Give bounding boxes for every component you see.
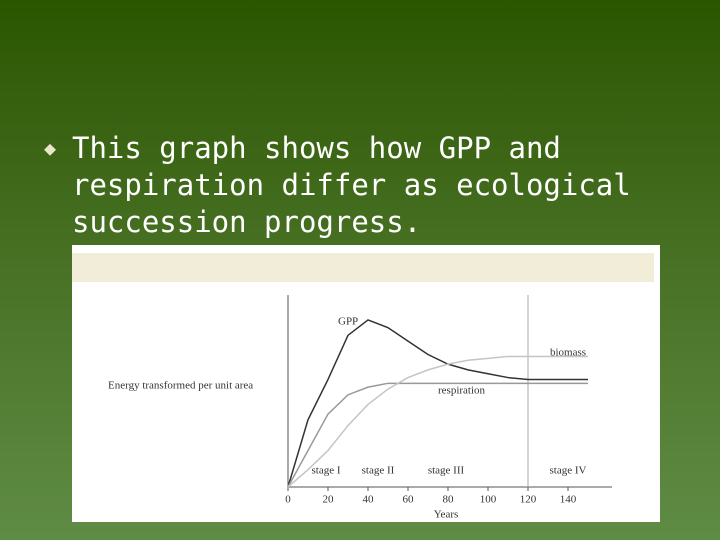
stage-label: stage I — [311, 465, 340, 477]
stage-label: stage II — [362, 465, 395, 477]
y-label: Energy transformed per unit area — [108, 380, 253, 392]
series-label: biomass — [550, 347, 586, 359]
series-line — [287, 355, 588, 488]
x-label: Years — [434, 509, 459, 521]
series-label: GPP — [338, 316, 358, 328]
chart: Energy transformed per unit area Years 0… — [72, 245, 660, 522]
x-tick-label: 0 — [285, 494, 291, 506]
x-tick-label: 20 — [323, 494, 335, 506]
header-band — [72, 253, 654, 282]
bullet: ◆ This graph shows how GPP and respiratio… — [44, 130, 632, 241]
series-line — [287, 319, 588, 488]
stage-label: stage III — [428, 465, 465, 477]
x-tick-label: 140 — [560, 494, 577, 506]
x-tick-label: 100 — [480, 494, 497, 506]
bullet-text: This graph shows how GPP and respiration… — [72, 131, 631, 239]
series-label: respiration — [438, 385, 486, 397]
stage-label: stage IV — [550, 465, 587, 477]
bullet-mark: ◆ — [44, 136, 57, 160]
series-line — [287, 382, 588, 488]
x-tick-label: 80 — [443, 494, 455, 506]
x-tick-label: 60 — [403, 494, 415, 506]
x-tick-label: 40 — [363, 494, 375, 506]
x-tick-label: 120 — [520, 494, 537, 506]
